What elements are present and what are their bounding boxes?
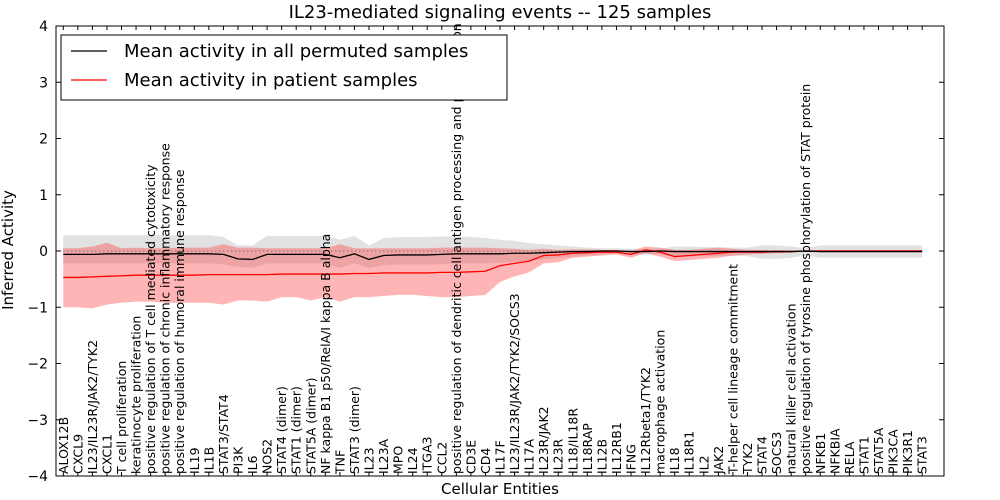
y-tick-label: −1 bbox=[27, 300, 48, 316]
x-category-label: IL18 bbox=[667, 447, 682, 474]
x-category-label: STAT5A (dimer) bbox=[303, 378, 318, 474]
y-tick-label: 1 bbox=[39, 188, 48, 204]
x-category-label: T cell proliferation bbox=[114, 361, 129, 475]
x-category-label: NOS2 bbox=[260, 439, 275, 474]
legend-label-permuted: Mean activity in all permuted samples bbox=[124, 41, 468, 62]
series-line-0 bbox=[63, 250, 923, 261]
chart-title: IL23-mediated signaling events -- 125 sa… bbox=[289, 2, 712, 23]
x-category-label: IL12B bbox=[594, 439, 609, 474]
x-category-label: IL23/IL23R/JAK2/TYK2/SOCS3 bbox=[507, 293, 522, 474]
x-category-label: NFKB1 bbox=[813, 433, 828, 474]
x-category-label: IL17F bbox=[493, 440, 508, 474]
x-category-label: IL19 bbox=[187, 447, 202, 474]
confidence-band-series-1 bbox=[63, 242, 923, 309]
legend-label-patient: Mean activity in patient samples bbox=[124, 70, 418, 91]
x-category-label: CCL2 bbox=[434, 442, 449, 474]
x-category-label: STAT3/STAT4 bbox=[216, 394, 231, 474]
x-category-label: PIK3R1 bbox=[900, 430, 915, 474]
y-tick-label: −3 bbox=[27, 413, 48, 429]
x-category-label: ALOX12B bbox=[56, 417, 71, 474]
x-category-label: IL18/IL18R bbox=[565, 408, 580, 474]
x-category-label: CXCL1 bbox=[99, 434, 114, 474]
x-category-label: STAT1 (dimer) bbox=[289, 386, 304, 474]
x-category-label: TYK2 bbox=[740, 443, 755, 475]
y-tick-label: 4 bbox=[39, 19, 48, 35]
x-category-label: STAT3 (dimer) bbox=[347, 386, 362, 474]
x-category-label: positive regulation of T cell mediated c… bbox=[143, 164, 158, 474]
x-category-label: IL23/IL23R/JAK2/TYK2 bbox=[85, 340, 100, 474]
y-tick-label: 3 bbox=[39, 75, 48, 91]
y-axis-title: Inferred Activity bbox=[0, 190, 17, 310]
y-tick-label: −2 bbox=[27, 357, 48, 373]
x-category-label: SOCS3 bbox=[769, 432, 784, 474]
x-category-label: JAK2 bbox=[711, 446, 726, 475]
x-category-label: IL17A bbox=[522, 438, 537, 474]
x-category-label: MPO bbox=[391, 446, 406, 474]
x-category-label: PI3K bbox=[230, 446, 245, 474]
x-category-label: positive regulation of chronic inflammat… bbox=[158, 143, 173, 474]
x-category-label: STAT4 bbox=[755, 436, 770, 474]
x-category-label: ITGA3 bbox=[420, 436, 435, 474]
x-category-label: IL23R/JAK2 bbox=[536, 406, 551, 474]
x-category-label: keratinocyte proliferation bbox=[129, 316, 144, 474]
x-category-label: NFKBIA bbox=[827, 428, 842, 474]
x-category-label: IL23 bbox=[361, 447, 376, 474]
x-category-label: IL6 bbox=[245, 455, 260, 474]
y-tick-label: 0 bbox=[39, 244, 48, 260]
x-category-label: CD4 bbox=[478, 448, 493, 474]
x-category-label: NF kappa B1 p50/RelA/I kappa B alpha bbox=[318, 234, 333, 474]
x-category-label: IL12RB1 bbox=[609, 422, 624, 474]
confidence-band-series-0 bbox=[63, 235, 923, 268]
x-category-label: CD3E bbox=[463, 440, 478, 474]
x-category-label: STAT4 (dimer) bbox=[274, 386, 289, 474]
legend-frame bbox=[60, 34, 508, 101]
x-category-label: RELA bbox=[842, 441, 857, 474]
y-tick-label: 2 bbox=[39, 132, 48, 148]
x-category-label: T-helper cell lineage commitment bbox=[725, 264, 740, 475]
x-category-label: positive regulation of humoral immune re… bbox=[172, 169, 187, 474]
x-category-label: TNF bbox=[332, 450, 347, 475]
x-axis-title: Cellular Entities bbox=[441, 480, 559, 498]
y-tick-label: −4 bbox=[27, 469, 48, 485]
x-category-label: IL18RAP bbox=[580, 423, 595, 474]
x-category-label: PIK3CA bbox=[886, 429, 901, 474]
x-category-label: natural killer cell activation bbox=[784, 303, 799, 474]
x-category-label: IL24 bbox=[405, 447, 420, 474]
x-category-label: IL23R bbox=[551, 438, 566, 474]
x-category-label: IL23A bbox=[376, 438, 391, 474]
x-category-label: CXCL9 bbox=[70, 434, 85, 474]
x-category-label: positive regulation of tyrosine phosphor… bbox=[798, 84, 813, 474]
x-category-label: IL1B bbox=[201, 447, 216, 474]
x-category-label: IL2 bbox=[696, 455, 711, 474]
x-category-label: STAT5A bbox=[871, 427, 886, 474]
x-category-label: IL18R1 bbox=[682, 431, 697, 474]
x-category-label: positive regulation of dendritic cell an… bbox=[449, 23, 464, 474]
x-category-label: macrophage activation bbox=[653, 330, 668, 474]
x-category-label: IFNG bbox=[624, 444, 639, 474]
legend: Mean activity in all permuted samples Me… bbox=[60, 34, 508, 101]
x-category-label: STAT3 bbox=[915, 436, 930, 474]
x-category-label: IL12Rbeta1/TYK2 bbox=[638, 367, 653, 474]
x-category-label: STAT1 bbox=[856, 436, 871, 474]
